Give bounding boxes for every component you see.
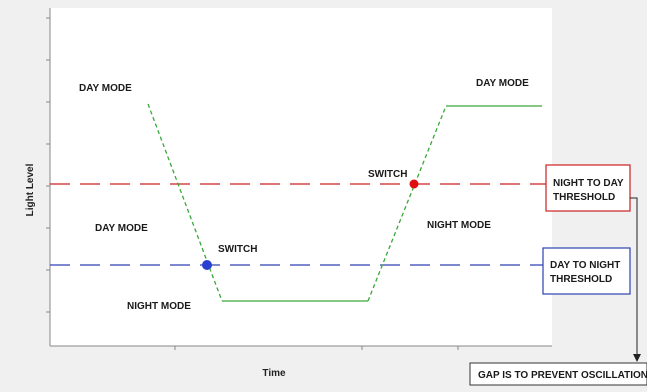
day-to-night-switch-marker xyxy=(202,260,212,270)
y-axis-title: Light Level xyxy=(25,163,36,216)
light-curve-rising xyxy=(367,105,447,302)
day-mode-label: DAY MODE xyxy=(79,83,132,94)
day-mode-label: DAY MODE xyxy=(476,78,529,89)
callout-line-2: THRESHOLD xyxy=(550,274,612,285)
plot-area xyxy=(50,8,552,346)
day-mode-label: DAY MODE xyxy=(95,223,148,234)
night-mode-label: NIGHT MODE xyxy=(127,301,191,312)
callout-line-1: NIGHT TO DAY xyxy=(553,178,624,189)
callout-box xyxy=(542,247,631,295)
x-axis-title: Time xyxy=(262,368,286,379)
callout-box xyxy=(545,164,631,212)
callout-line-2: THRESHOLD xyxy=(553,192,615,203)
note-box xyxy=(469,362,647,386)
night-mode-label: NIGHT MODE xyxy=(427,220,491,231)
switch-label: SWITCH xyxy=(218,244,257,255)
x-ticks xyxy=(174,346,459,350)
night-to-day-switch-marker xyxy=(409,179,419,189)
oscillation-note: GAP IS TO PREVENT OSCILLATION xyxy=(469,362,647,386)
callout-line-1: DAY TO NIGHT xyxy=(550,260,620,271)
gap-arrow-icon xyxy=(633,354,641,362)
day-to-night-threshold-callout: DAY TO NIGHT THRESHOLD xyxy=(542,247,631,295)
switch-label: SWITCH xyxy=(368,169,407,180)
y-ticks xyxy=(46,17,50,313)
night-to-day-threshold-callout: NIGHT TO DAY THRESHOLD xyxy=(545,164,631,212)
note-text: GAP IS TO PREVENT OSCILLATION xyxy=(478,370,647,381)
gap-bracket xyxy=(630,197,638,356)
